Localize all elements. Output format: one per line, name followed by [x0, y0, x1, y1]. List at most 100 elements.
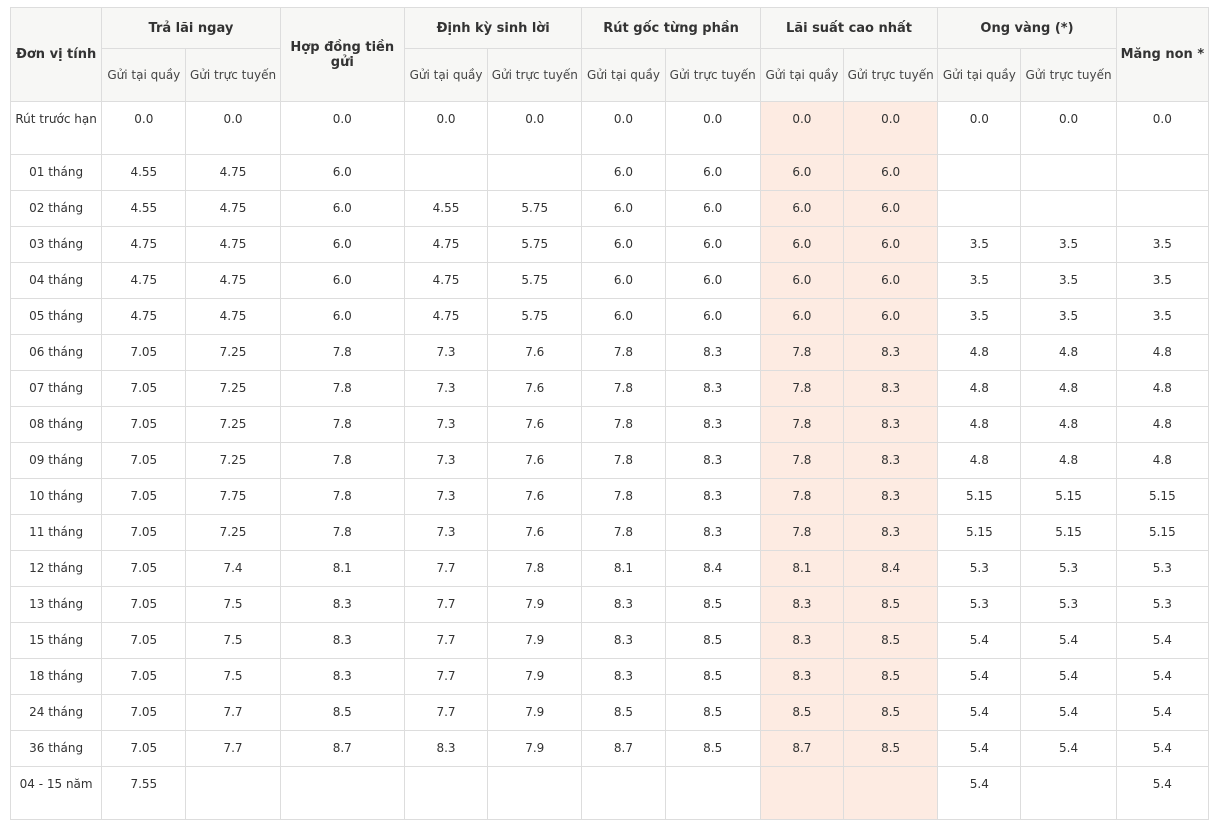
rate-cell-highlight: 8.3 — [843, 370, 939, 407]
rate-cell-highlight: 6.0 — [759, 226, 845, 263]
rate-cell: 7.8 — [581, 514, 666, 551]
rate-cell: 6.0 — [581, 190, 666, 227]
rate-cell: 5.75 — [487, 190, 583, 227]
rate-cell-highlight — [759, 766, 845, 820]
rate-cell: 4.8 — [937, 406, 1022, 443]
row-unit: 06 tháng — [9, 334, 103, 371]
rate-cell: 8.7 — [279, 730, 405, 767]
table-row: 13 tháng 7.05 7.5 8.3 7.7 7.9 8.3 8.5 8.… — [9, 586, 1210, 623]
table-row: 05 tháng 4.75 4.75 6.0 4.75 5.75 6.0 6.0… — [9, 298, 1210, 335]
rate-cell: 7.8 — [279, 406, 405, 443]
rate-cell — [937, 190, 1022, 227]
table-row: 11 tháng 7.05 7.25 7.8 7.3 7.6 7.8 8.3 7… — [9, 514, 1210, 551]
rate-cell: 7.05 — [101, 586, 187, 623]
row-unit: 05 tháng — [9, 298, 103, 335]
table-row: Rút trước hạn 0.0 0.0 0.0 0.0 0.0 0.0 0.… — [9, 101, 1210, 155]
rate-cell: 7.7 — [403, 586, 489, 623]
rate-cell: 8.3 — [279, 586, 405, 623]
rate-cell: 7.3 — [403, 370, 489, 407]
rate-cell: 7.8 — [279, 478, 405, 515]
rate-cell — [279, 766, 405, 820]
rate-cell-highlight: 6.0 — [843, 154, 939, 191]
table-row: 04 - 15 năm 7.55 5.4 5.4 — [9, 766, 1210, 820]
rate-cell: 7.7 — [403, 622, 489, 659]
table-row: 08 tháng 7.05 7.25 7.8 7.3 7.6 7.8 8.3 7… — [9, 406, 1210, 443]
rate-cell: 7.8 — [279, 442, 405, 479]
rate-cell: 8.3 — [664, 334, 761, 371]
rate-cell-highlight: 8.3 — [843, 478, 939, 515]
rate-cell: 7.6 — [487, 334, 583, 371]
rate-cell: 4.8 — [1020, 442, 1117, 479]
rate-cell: 8.1 — [279, 550, 405, 587]
rate-cell: 7.05 — [101, 622, 187, 659]
rate-cell: 7.05 — [101, 550, 187, 587]
rate-cell: 4.8 — [937, 442, 1022, 479]
subheader-online: Gửi trực tuyến — [843, 48, 939, 102]
rate-cell: 3.5 — [1020, 298, 1117, 335]
header-row-sub: Gửi tại quầy Gửi trực tuyến Gửi tại quầy… — [11, 48, 1209, 102]
rate-cell: 4.75 — [403, 298, 489, 335]
rate-cell: 8.3 — [279, 658, 405, 695]
rate-cell: 5.4 — [937, 622, 1022, 659]
subheader-counter: Gửi tại quầy — [937, 48, 1022, 102]
rate-cell: 4.75 — [101, 226, 187, 263]
rate-cell: 6.0 — [664, 262, 761, 299]
rate-cell: 5.75 — [487, 226, 583, 263]
rate-cell: 4.8 — [1115, 370, 1210, 407]
rate-cell: 3.5 — [1115, 298, 1210, 335]
rate-cell: 8.4 — [664, 550, 761, 587]
table-row: 09 tháng 7.05 7.25 7.8 7.3 7.6 7.8 8.3 7… — [9, 442, 1210, 479]
rate-cell-highlight: 6.0 — [843, 262, 939, 299]
rate-cell: 8.5 — [664, 694, 761, 731]
rate-cell: 8.3 — [664, 370, 761, 407]
row-unit: 07 tháng — [9, 370, 103, 407]
rate-cell: 5.4 — [937, 766, 1022, 820]
row-unit: 01 tháng — [9, 154, 103, 191]
rate-cell: 4.75 — [185, 226, 281, 263]
rate-cell: 5.15 — [1020, 514, 1117, 551]
rate-cell: 4.8 — [937, 370, 1022, 407]
rate-cell: 8.5 — [664, 622, 761, 659]
rate-cell: 7.05 — [101, 442, 187, 479]
rate-cell: 7.4 — [185, 550, 281, 587]
row-unit: 04 - 15 năm — [9, 766, 103, 820]
rate-cell: 8.1 — [581, 550, 666, 587]
rate-cell: 5.3 — [1020, 586, 1117, 623]
rate-cell: 4.8 — [1115, 406, 1210, 443]
rate-cell: 4.55 — [403, 190, 489, 227]
rate-cell: 7.6 — [487, 478, 583, 515]
rate-cell-highlight: 8.1 — [759, 550, 845, 587]
rate-cell: 4.8 — [1020, 334, 1117, 371]
rate-cell: 7.05 — [101, 478, 187, 515]
table-row: 12 tháng 7.05 7.4 8.1 7.7 7.8 8.1 8.4 8.… — [9, 550, 1210, 587]
rate-cell: 3.5 — [1115, 262, 1210, 299]
rate-cell: 5.15 — [937, 478, 1022, 515]
rate-cell: 7.5 — [185, 622, 281, 659]
rate-cell: 5.3 — [937, 550, 1022, 587]
rate-cell: 6.0 — [664, 226, 761, 263]
subheader-counter: Gửi tại quầy — [101, 48, 187, 102]
rate-cell: 7.3 — [403, 334, 489, 371]
header-lai-suat-cao-nhat: Lãi suất cao nhất — [759, 7, 939, 49]
rate-cell: 7.25 — [185, 370, 281, 407]
rate-cell: 7.3 — [403, 442, 489, 479]
rate-cell: 5.15 — [1115, 478, 1210, 515]
rate-cell: 4.75 — [101, 298, 187, 335]
rate-cell: 7.9 — [487, 694, 583, 731]
rate-cell-highlight: 6.0 — [759, 154, 845, 191]
rate-cell-highlight: 8.3 — [843, 334, 939, 371]
header-mang-non: Măng non * — [1115, 7, 1210, 102]
rate-cell-highlight: 8.5 — [843, 622, 939, 659]
rate-cell: 7.9 — [487, 586, 583, 623]
rate-cell: 7.55 — [101, 766, 187, 820]
rate-cell: 3.5 — [1020, 226, 1117, 263]
rate-cell — [581, 766, 666, 820]
header-hop-dong-tien-gui: Hợp đồng tiền gửi — [279, 7, 405, 102]
rate-cell: 8.5 — [664, 658, 761, 695]
rate-cell-highlight: 6.0 — [843, 298, 939, 335]
rate-cell: 7.05 — [101, 694, 187, 731]
row-unit: 09 tháng — [9, 442, 103, 479]
rate-cell: 7.75 — [185, 478, 281, 515]
rate-cell: 7.3 — [403, 514, 489, 551]
rate-cell: 7.05 — [101, 334, 187, 371]
